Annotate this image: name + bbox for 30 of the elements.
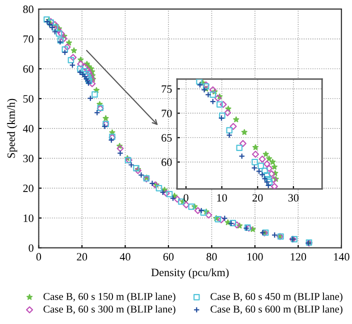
x-tick-label: 80 <box>206 253 217 261</box>
y-tick-label: 75 <box>162 85 172 93</box>
legend-label: Case B, 60 s 600 m (BLIP lane) <box>210 305 342 315</box>
y-tick-label: 60 <box>162 158 172 166</box>
legend-label: Case B, 60 s 300 m (BLIP lane) <box>44 305 176 315</box>
x-tick-label: 40 <box>120 253 130 261</box>
x-tick-label: 0 <box>36 253 42 261</box>
x-tick-label: 20 <box>252 194 263 202</box>
y-tick-label: 70 <box>162 110 172 118</box>
x-tick-label: 120 <box>290 253 306 261</box>
y-tick-label: 70 <box>23 35 34 43</box>
y-tick-label: 65 <box>162 134 172 142</box>
y-tick-label: 0 <box>28 244 34 252</box>
y-tick-label: 40 <box>22 124 34 132</box>
y-tick-label: 80 <box>23 6 34 14</box>
legend-label: Case B, 60 s 150 m (BLIP lane) <box>44 292 176 302</box>
x-tick-label: 30 <box>288 194 299 202</box>
y-tick-label: 50 <box>23 95 34 103</box>
y-axis-title: Speed (km/h) <box>7 98 18 158</box>
x-tick-label: 140 <box>334 253 350 261</box>
x-tick-label: 0 <box>184 194 188 202</box>
x-tick-label: 100 <box>248 253 263 261</box>
x-axis-title: Density (pcu/km) <box>151 268 229 278</box>
x-tick-label: 10 <box>217 194 227 202</box>
y-tick-label: 10 <box>24 214 34 222</box>
y-tick-label: 20 <box>23 184 34 192</box>
y-tick-label: 60 <box>23 65 34 73</box>
legend-label: Case B, 60 s 450 m (BLIP lane) <box>210 292 342 302</box>
x-tick-label: 20 <box>76 253 88 261</box>
y-tick-label: 30 <box>23 154 34 162</box>
